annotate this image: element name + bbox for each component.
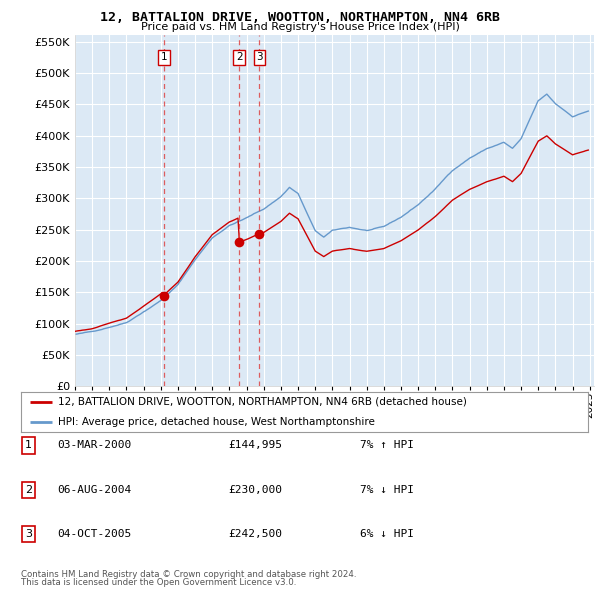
Text: 12, BATTALION DRIVE, WOOTTON, NORTHAMPTON, NN4 6RB (detached house): 12, BATTALION DRIVE, WOOTTON, NORTHAMPTO…	[58, 397, 467, 407]
Text: Contains HM Land Registry data © Crown copyright and database right 2024.: Contains HM Land Registry data © Crown c…	[21, 571, 356, 579]
Text: £144,995: £144,995	[228, 441, 282, 450]
Text: 03-MAR-2000: 03-MAR-2000	[57, 441, 131, 450]
Text: HPI: Average price, detached house, West Northamptonshire: HPI: Average price, detached house, West…	[58, 417, 375, 427]
Text: 1: 1	[160, 53, 167, 63]
Text: 6% ↓ HPI: 6% ↓ HPI	[360, 529, 414, 539]
Text: 3: 3	[256, 53, 263, 63]
Text: 04-OCT-2005: 04-OCT-2005	[57, 529, 131, 539]
Text: Price paid vs. HM Land Registry's House Price Index (HPI): Price paid vs. HM Land Registry's House …	[140, 22, 460, 32]
Text: 7% ↑ HPI: 7% ↑ HPI	[360, 441, 414, 450]
Text: 12, BATTALION DRIVE, WOOTTON, NORTHAMPTON, NN4 6RB: 12, BATTALION DRIVE, WOOTTON, NORTHAMPTO…	[100, 11, 500, 24]
Text: 7% ↓ HPI: 7% ↓ HPI	[360, 485, 414, 494]
Text: This data is licensed under the Open Government Licence v3.0.: This data is licensed under the Open Gov…	[21, 578, 296, 587]
Text: £230,000: £230,000	[228, 485, 282, 494]
Text: 3: 3	[25, 529, 32, 539]
Text: 1: 1	[25, 441, 32, 450]
Text: 2: 2	[25, 485, 32, 494]
Text: £242,500: £242,500	[228, 529, 282, 539]
Text: 06-AUG-2004: 06-AUG-2004	[57, 485, 131, 494]
Text: 2: 2	[236, 53, 242, 63]
